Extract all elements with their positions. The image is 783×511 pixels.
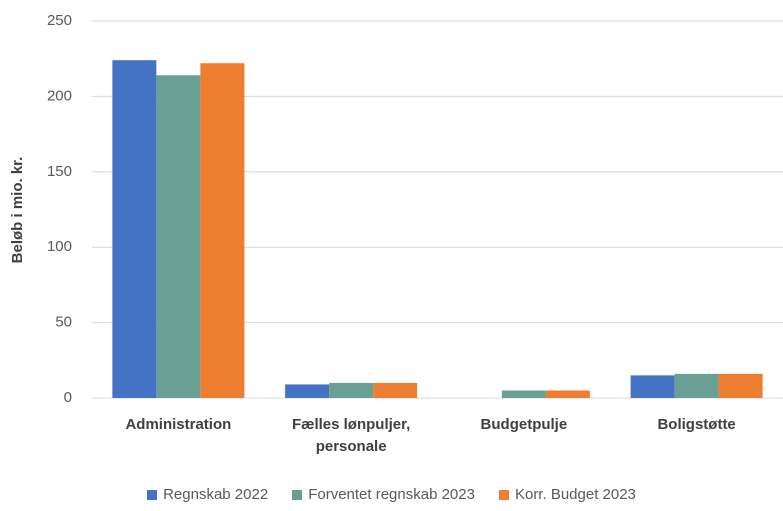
bar: [112, 60, 157, 398]
legend-swatch: [498, 489, 509, 500]
bar: [329, 382, 374, 398]
y-tick-label: 150: [47, 163, 72, 180]
bar: [545, 390, 590, 398]
bar: [200, 63, 245, 398]
y-tick-label: 200: [47, 87, 72, 104]
bar: [156, 75, 201, 399]
bar: [674, 373, 719, 398]
legend-item: Forventet regnskab 2023: [292, 486, 475, 503]
legend-label: Korr. Budget 2023: [514, 486, 636, 503]
y-axis-title: Beløb i mio. kr.: [9, 157, 26, 264]
x-tick-label: Boligstøtte: [657, 416, 736, 433]
x-tick-label: Administration: [125, 416, 232, 433]
legend-item: Korr. Budget 2023: [498, 486, 636, 503]
y-tick-label: 250: [47, 12, 72, 29]
x-tick-label: Budgetpulje: [480, 416, 568, 433]
legend-item: Regnskab 2022: [147, 486, 268, 503]
bar: [285, 384, 330, 398]
legend-swatch: [292, 489, 303, 500]
legend: Regnskab 2022 Forventet regnskab 2023 Korr…: [0, 486, 783, 503]
x-tick-label: Fælles lønpuljer, personale: [291, 416, 411, 455]
bar: [630, 375, 675, 398]
legend-swatch: [147, 489, 158, 500]
y-tick-label: 0: [64, 389, 72, 406]
bar: [373, 382, 418, 398]
bar: [501, 390, 546, 398]
legend-label: Forventet regnskab 2023: [308, 486, 475, 503]
y-tick-label: 100: [47, 238, 72, 255]
bar: [718, 373, 763, 398]
y-tick-label: 50: [55, 314, 72, 331]
legend-label: Regnskab 2022: [163, 486, 269, 503]
